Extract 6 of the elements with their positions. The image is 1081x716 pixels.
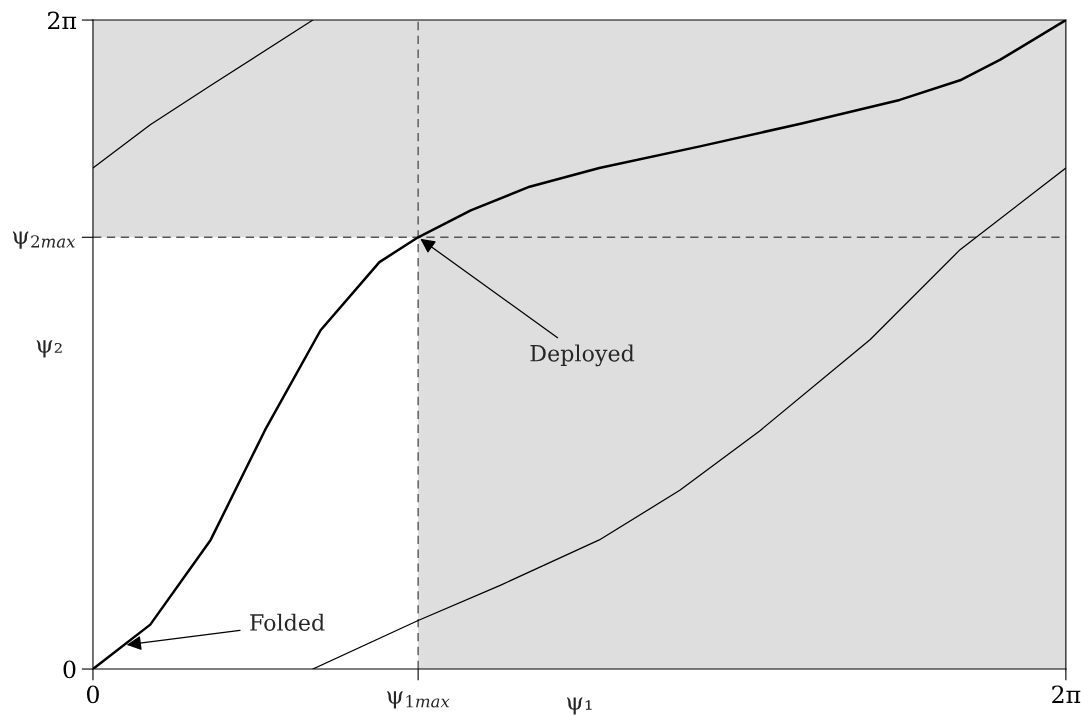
annotation: ψ$_{1max}$ xyxy=(387,691,450,709)
annotation: Folded xyxy=(250,613,325,631)
annotation: ψ$_{2max}$ xyxy=(12,231,76,249)
y-axis-title: ψ₂ xyxy=(36,340,62,358)
annotation: Deployed xyxy=(530,344,635,367)
x-axis-title: ψ₁ xyxy=(566,697,592,715)
